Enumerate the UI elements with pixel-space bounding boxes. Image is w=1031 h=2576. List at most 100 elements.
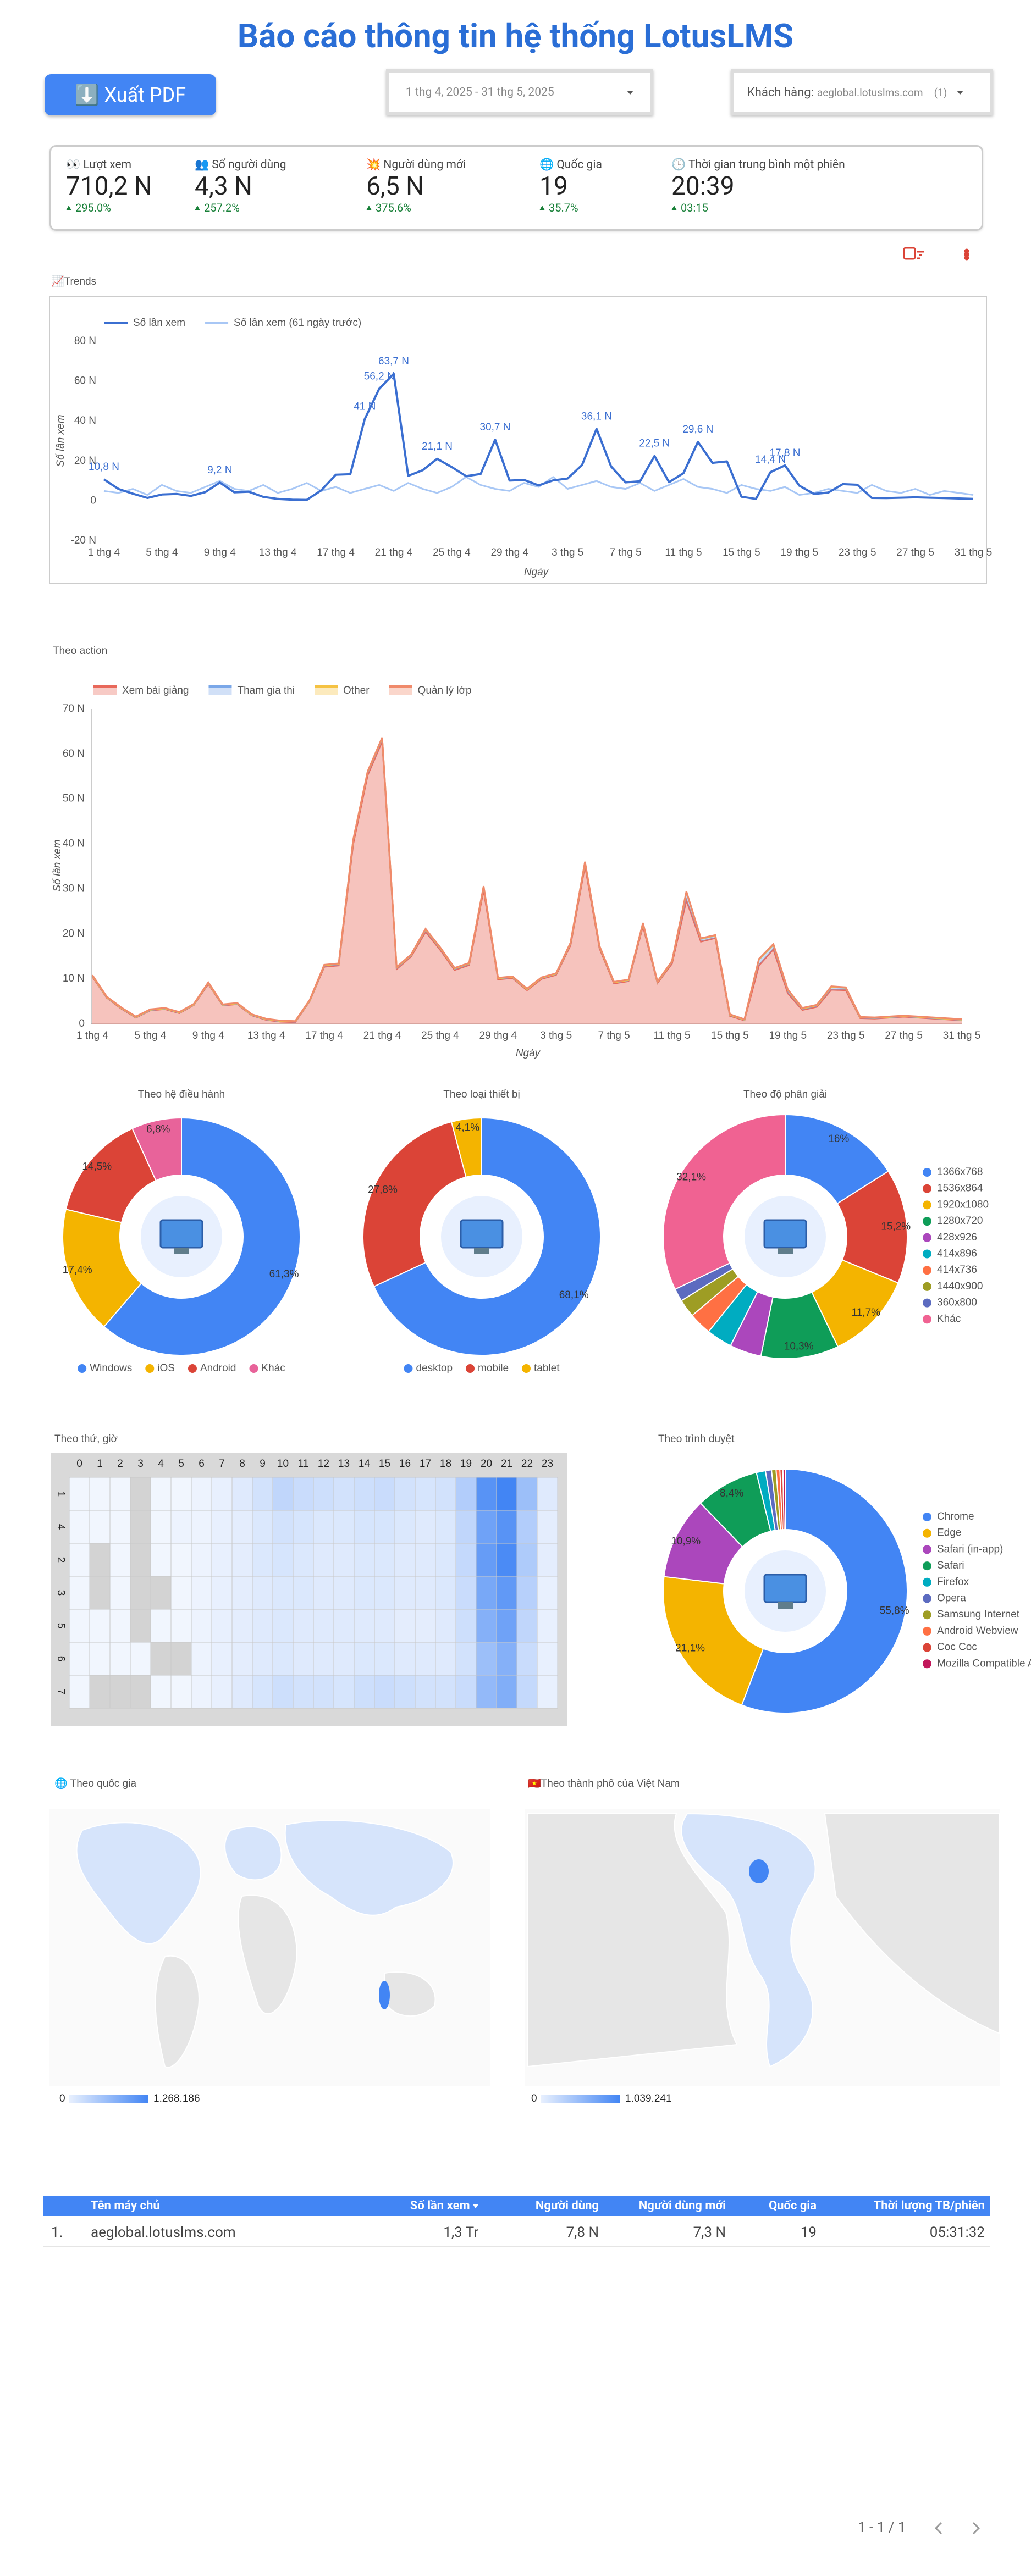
heatmap-cell: [435, 1510, 456, 1544]
legend-swatch: [923, 1513, 931, 1521]
data-label: 14,4 N: [755, 454, 786, 466]
column-header[interactable]: Quốc gia: [768, 2199, 817, 2213]
x-tick-label: 7 thg 5: [598, 1030, 630, 1042]
legend-label: Khác: [937, 1313, 961, 1325]
legend-swatch: [145, 1364, 155, 1373]
color-scale: [69, 2095, 148, 2103]
heatmap-cell: [252, 1609, 273, 1643]
heatmap-cell: [231, 1675, 253, 1709]
export-pdf-button[interactable]: ⬇️ Xuất PDF: [45, 74, 216, 115]
scale-max-label: 1.268.186: [153, 2093, 200, 2104]
heatmap-cell: [333, 1609, 355, 1643]
column-header[interactable]: Tên máy chủ: [91, 2199, 160, 2213]
heatmap-empty-cell: [170, 1642, 192, 1676]
column-header[interactable]: Người dùng mới: [638, 2199, 726, 2213]
heatmap-cell: [496, 1510, 517, 1544]
center-icon: [763, 1219, 807, 1249]
heatmap-cell: [394, 1576, 416, 1610]
legend-swatch: [315, 686, 338, 695]
prev-page[interactable]: [934, 2522, 942, 2535]
heatmap-cell: [476, 1510, 497, 1544]
heatmap-cell: [293, 1510, 314, 1544]
heatmap-cell: [252, 1576, 273, 1610]
chart-title: Theo độ phân giải: [743, 1089, 827, 1100]
region-shape: [224, 1826, 282, 1881]
y-tick-label: 6: [55, 1656, 67, 1662]
date-range-picker[interactable]: 1 thg 4, 2025 - 31 thg 5, 2025: [386, 69, 653, 115]
heatmap-cell: [272, 1642, 294, 1676]
center-icon: [159, 1219, 203, 1249]
heatmap-cell: [89, 1477, 111, 1511]
heatmap-empty-cell: [130, 1576, 151, 1610]
x-tick-label: 1: [97, 1458, 103, 1470]
column-header[interactable]: Thời lượng TB/phiên: [873, 2199, 985, 2213]
data-label: 17,8 N: [769, 447, 800, 459]
heatmap-cell: [272, 1543, 294, 1577]
cell: 1,3 Tr: [443, 2224, 478, 2241]
x-tick-label: 15: [379, 1458, 390, 1470]
heatmap-cell: [354, 1642, 375, 1676]
heatmap-cell: [537, 1576, 558, 1610]
y-tick-label: 0: [79, 1018, 85, 1029]
legend-label: Windows: [90, 1362, 132, 1374]
customer-count: (1): [934, 86, 947, 99]
area: [92, 738, 962, 1022]
legend-label: Samsung Internet: [937, 1609, 1020, 1620]
kpi-value: 710,2 N: [66, 171, 152, 201]
heatmap-cell: [516, 1642, 538, 1676]
y-tick-label: 5: [55, 1623, 67, 1629]
data-label: 21,1 N: [422, 441, 453, 452]
column-header[interactable]: Số lần xem: [410, 2196, 478, 2216]
heatmap-cell: [455, 1675, 477, 1709]
x-tick-label: 27 thg 5: [885, 1030, 923, 1042]
date-range: 1 thg 4, 2025 - 31 thg 5, 2025: [406, 86, 554, 99]
x-tick-label: 23 thg 5: [839, 547, 876, 558]
center-icon: [763, 1574, 807, 1603]
x-tick-label: 19: [460, 1458, 472, 1470]
legend-swatch: [923, 1282, 931, 1291]
heatmap-cell: [537, 1675, 558, 1709]
kpi: 👥 Số người dùng 4,3 N 257.2%: [195, 158, 286, 214]
next-page[interactable]: [972, 2522, 980, 2535]
x-tick-label: 1 thg 4: [76, 1030, 109, 1042]
legend: Chrome Edge Safari (in-app) Safari Firefox Op…: [923, 1511, 1031, 1669]
center-icon-stand: [474, 1248, 489, 1254]
pie-slice: [65, 1128, 157, 1223]
cell: 19: [800, 2224, 817, 2241]
heatmap-empty-cell: [130, 1675, 151, 1709]
kpi: 💥 Người dùng mới 6,5 N 375.6%: [366, 158, 466, 214]
data-label: 22,5 N: [639, 438, 670, 450]
data-label: 36,1 N: [581, 411, 612, 422]
heatmap-cell: [211, 1510, 233, 1544]
heatmap-cell: [293, 1477, 314, 1511]
heatmap-cell: [170, 1576, 192, 1610]
legend-label: 1920x1080: [937, 1199, 989, 1210]
heatmap-cell: [354, 1510, 375, 1544]
x-tick-label: 19 thg 5: [769, 1030, 807, 1042]
center-icon: [460, 1219, 504, 1249]
chart-title: Theo trình duyệt: [658, 1433, 735, 1445]
column-header[interactable]: Người dùng: [535, 2199, 599, 2213]
caret: [627, 90, 633, 95]
heatmap-cell: [496, 1609, 517, 1643]
x-tick-label: 23 thg 5: [827, 1030, 865, 1042]
data-label: 61,3%: [269, 1268, 299, 1280]
legend-swatch: [923, 1168, 931, 1177]
chart-frame: [49, 296, 987, 584]
heatmap-cell: [374, 1609, 395, 1643]
heatmap-cell: [231, 1477, 253, 1511]
heatmap-cell: [516, 1576, 538, 1610]
table-row: 1. aeglobal.lotuslms.com 1,3 Tr 7,8 N 7,…: [43, 2219, 990, 2247]
heatmap-cell: [415, 1609, 436, 1643]
pie-slice: [373, 1117, 601, 1356]
heatmap-cell: [333, 1576, 355, 1610]
chart-title: Theo hệ điều hành: [138, 1089, 225, 1100]
kpi-value: 4,3 N: [195, 171, 252, 201]
heatmap-cell: [455, 1609, 477, 1643]
kpi-delta: 03:15: [671, 201, 845, 214]
heatmap-cell: [109, 1510, 131, 1544]
heatmap-cell: [435, 1543, 456, 1577]
heatmap-cell: [231, 1510, 253, 1544]
x-tick-label: 8: [239, 1458, 245, 1470]
customer-filter[interactable]: Khách hàng: aeglobal.lotuslms.com (1): [731, 69, 993, 115]
